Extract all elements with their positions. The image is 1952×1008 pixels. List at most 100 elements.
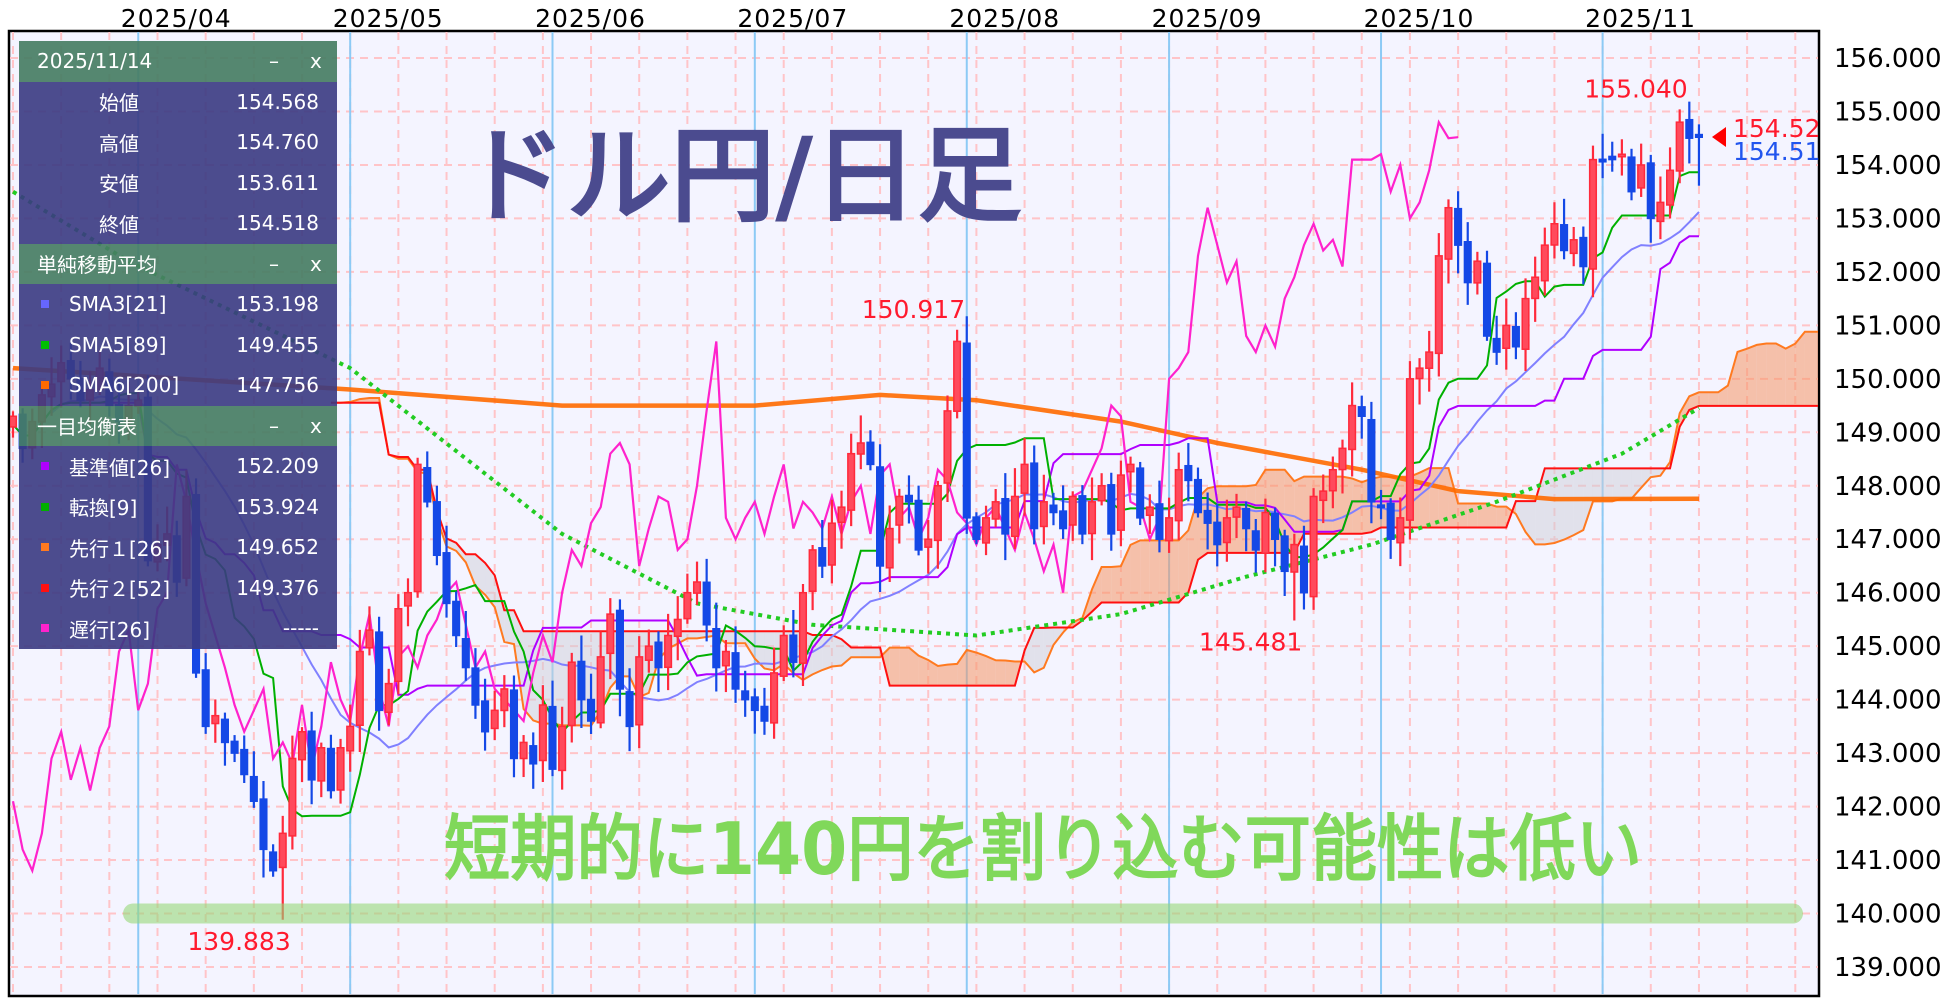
candle[interactable] xyxy=(1039,474,1048,545)
candle[interactable] xyxy=(1184,443,1193,502)
candle[interactable] xyxy=(249,751,258,808)
candle[interactable] xyxy=(413,457,422,598)
candle[interactable] xyxy=(1290,533,1299,621)
candle[interactable] xyxy=(962,316,971,534)
candle[interactable] xyxy=(644,629,653,673)
candle[interactable] xyxy=(1116,460,1125,547)
candle[interactable] xyxy=(1357,395,1366,439)
candle[interactable] xyxy=(326,734,335,799)
candle[interactable] xyxy=(1675,109,1684,184)
candle[interactable] xyxy=(721,639,730,693)
candle[interactable] xyxy=(981,505,991,556)
candle[interactable] xyxy=(741,670,750,717)
candle[interactable] xyxy=(1502,298,1511,370)
candle[interactable] xyxy=(577,635,586,728)
candle[interactable] xyxy=(1193,467,1203,518)
candle[interactable] xyxy=(1444,199,1453,284)
candle[interactable] xyxy=(1521,278,1530,372)
candle[interactable] xyxy=(1309,488,1318,610)
candle[interactable] xyxy=(558,706,567,790)
candle[interactable] xyxy=(789,610,798,678)
candle[interactable] xyxy=(625,668,634,752)
candle[interactable] xyxy=(635,636,644,749)
candle[interactable] xyxy=(1617,139,1626,176)
candle[interactable] xyxy=(798,584,808,686)
candle[interactable] xyxy=(885,505,894,582)
candle[interactable] xyxy=(1251,519,1260,573)
candle[interactable] xyxy=(1232,493,1241,539)
candle[interactable] xyxy=(702,558,711,642)
candle[interactable] xyxy=(596,631,605,729)
candle[interactable] xyxy=(1569,226,1578,267)
candle[interactable] xyxy=(432,485,441,566)
candle[interactable] xyxy=(1637,143,1646,197)
candle[interactable] xyxy=(10,411,18,438)
candle[interactable] xyxy=(1165,497,1174,553)
candle[interactable] xyxy=(933,480,942,569)
candle[interactable] xyxy=(509,675,519,778)
candle[interactable] xyxy=(1280,529,1289,597)
candle[interactable] xyxy=(895,488,904,544)
candle[interactable] xyxy=(692,561,702,605)
candle[interactable] xyxy=(1608,141,1617,172)
candle[interactable] xyxy=(317,742,326,798)
candle[interactable] xyxy=(500,675,509,728)
candle[interactable] xyxy=(731,626,740,703)
candle[interactable] xyxy=(481,678,490,751)
candle[interactable] xyxy=(461,610,470,681)
candle[interactable] xyxy=(259,780,268,878)
candle[interactable] xyxy=(1579,226,1588,285)
candle[interactable] xyxy=(760,687,769,735)
candle[interactable] xyxy=(673,596,682,661)
candle[interactable] xyxy=(423,451,432,508)
candle[interactable] xyxy=(856,415,865,470)
candle[interactable] xyxy=(1665,147,1675,219)
candle[interactable] xyxy=(1174,452,1183,541)
candle[interactable] xyxy=(1001,473,1010,561)
candle[interactable] xyxy=(269,844,278,877)
candle[interactable] xyxy=(538,685,547,782)
candle[interactable] xyxy=(519,735,528,778)
candle[interactable] xyxy=(586,673,596,735)
candle[interactable] xyxy=(1261,498,1270,573)
candle[interactable] xyxy=(1155,480,1164,553)
candle[interactable] xyxy=(1097,473,1106,506)
candle[interactable] xyxy=(818,519,827,578)
close-button[interactable]: x xyxy=(310,251,322,276)
candle[interactable] xyxy=(365,606,374,656)
candle[interactable] xyxy=(972,512,981,545)
candle[interactable] xyxy=(336,738,345,804)
candle[interactable] xyxy=(1299,525,1309,610)
candle[interactable] xyxy=(1338,439,1347,494)
candle[interactable] xyxy=(1598,133,1607,179)
candle[interactable] xyxy=(1367,401,1376,524)
candle[interactable] xyxy=(1049,492,1058,526)
candle[interactable] xyxy=(1348,382,1357,477)
candle[interactable] xyxy=(307,711,316,805)
candle[interactable] xyxy=(211,699,220,743)
candle[interactable] xyxy=(683,573,692,624)
candle[interactable] xyxy=(914,485,923,556)
candle[interactable] xyxy=(1386,498,1395,559)
candle[interactable] xyxy=(201,653,210,734)
candle[interactable] xyxy=(220,712,229,766)
minimize-button[interactable]: – xyxy=(269,251,279,276)
candle[interactable] xyxy=(1396,497,1405,567)
candle[interactable] xyxy=(779,625,788,682)
candle[interactable] xyxy=(1203,492,1212,550)
candle[interactable] xyxy=(1222,499,1231,562)
close-button[interactable]: x xyxy=(310,49,322,74)
candle[interactable] xyxy=(1425,330,1434,392)
candle[interactable] xyxy=(1454,191,1463,274)
candle[interactable] xyxy=(1473,251,1482,295)
candle[interactable] xyxy=(1694,124,1704,186)
candle[interactable] xyxy=(1482,250,1492,341)
candle[interactable] xyxy=(1656,176,1665,240)
candle[interactable] xyxy=(1068,491,1077,541)
candle[interactable] xyxy=(1560,198,1569,260)
candle[interactable] xyxy=(1328,456,1337,509)
candle[interactable] xyxy=(1531,256,1540,322)
candle[interactable] xyxy=(1463,222,1472,305)
candle[interactable] xyxy=(1242,501,1251,552)
candle[interactable] xyxy=(230,735,239,763)
